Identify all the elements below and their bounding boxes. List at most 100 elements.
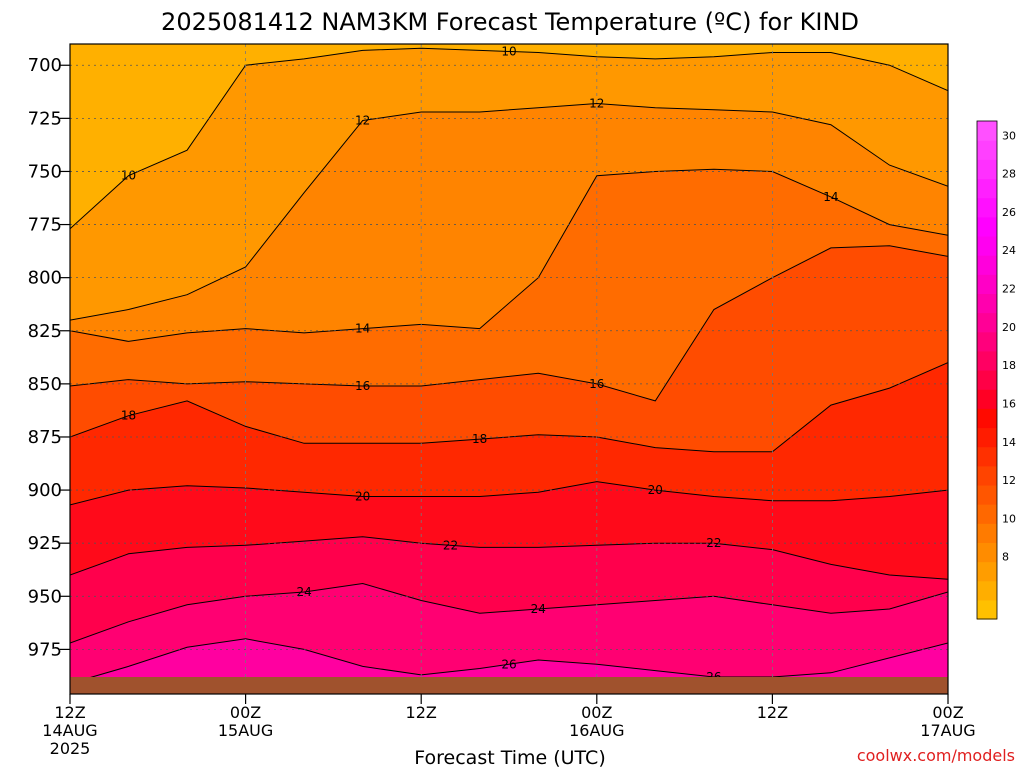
colorbar-segment (977, 561, 997, 582)
colorbar-segment (977, 274, 997, 294)
colorbar-segment (977, 523, 997, 543)
colorbar-segment (977, 331, 997, 352)
contour-label: 14 (823, 190, 838, 204)
colorbar-segment (977, 446, 997, 467)
y-tick-label: 800 (28, 268, 62, 289)
colorbar-tick-label: 26 (1002, 206, 1016, 219)
colorbar-tick-label: 16 (1002, 398, 1016, 411)
y-tick-label: 750 (28, 161, 62, 182)
colorbar-segment (977, 542, 997, 563)
colorbar-segment (977, 350, 997, 371)
y-tick-label: 825 (28, 321, 62, 342)
colorbar-segment (977, 370, 997, 390)
contour-label: 22 (443, 538, 458, 552)
contour-line-10 (70, 47, 948, 230)
y-tick-label: 850 (28, 374, 62, 395)
x-tick-label: 12Z (406, 703, 437, 722)
colorbar-segment (977, 484, 997, 505)
colorbar-tick-label: 20 (1002, 321, 1016, 334)
colorbar-tick-label: 18 (1002, 359, 1016, 372)
contour-line-24 (70, 582, 948, 644)
temperature-fill-layer (70, 44, 948, 694)
plot-frame (69, 43, 949, 695)
colorbar-frame (976, 120, 998, 620)
y-tick-label: 950 (28, 586, 62, 607)
colorbar-segment (977, 197, 997, 218)
colorbar-tick-label: 8 (1002, 551, 1009, 564)
x-tick-label: 00Z (230, 703, 261, 722)
colorbar-segment (977, 408, 997, 429)
colorbar-segment (977, 580, 997, 601)
colorbar-segment (977, 312, 997, 333)
colorbar-segment (977, 121, 997, 141)
colorbar-tick-label: 12 (1002, 474, 1016, 487)
grid-lines (70, 44, 948, 694)
contour-label: 24 (296, 585, 311, 599)
colorbar-segment (977, 216, 997, 237)
contour-line-16 (70, 245, 948, 402)
contour-label: 10 (501, 44, 516, 58)
surface-ground-band (70, 677, 948, 694)
contour-label: 26 (501, 657, 516, 671)
contour-label: 14 (355, 322, 370, 336)
colorbar-tick-label: 10 (1002, 512, 1016, 525)
x-tick-label: 2025 (50, 739, 91, 758)
temperature-band-12 (70, 44, 948, 321)
chart-title: 2025081412 NAM3KM Forecast Temperature (… (161, 8, 859, 36)
contour-label: 20 (648, 483, 663, 497)
colorbar-segment (977, 255, 997, 275)
contour-line-26 (70, 638, 948, 684)
contour-label: 16 (355, 379, 370, 393)
colorbar-tick-label: 28 (1002, 168, 1016, 181)
colorbar-segment (977, 389, 997, 409)
contour-label: 18 (121, 409, 136, 423)
contour-label: 12 (355, 114, 370, 128)
contour-label: 20 (355, 490, 370, 504)
colorbar-segment (977, 140, 997, 160)
x-tick-label: 16AUG (569, 721, 624, 740)
x-tick-label: 00Z (581, 703, 612, 722)
contour-label: 12 (589, 97, 604, 111)
colorbar-tick-label: 24 (1002, 244, 1016, 257)
y-tick-label: 900 (28, 480, 62, 501)
x-tick-label: 17AUG (920, 721, 975, 740)
y-tick-label: 975 (28, 639, 62, 660)
contour-label: 10 (121, 169, 136, 183)
credit-label: coolwx.com/models (857, 746, 1015, 765)
contour-label: 18 (472, 432, 487, 446)
x-tick-label: 15AUG (218, 721, 273, 740)
colorbar-segment (977, 599, 997, 620)
y-axis-ticks: 700 725 750 775 800 825 850 875 900 925 950 975 (28, 55, 70, 660)
colorbar-tick-label: 22 (1002, 283, 1016, 296)
x-tick-label: 12Z (757, 703, 788, 722)
contour-line-14 (70, 168, 948, 342)
colorbar-segment (977, 178, 997, 199)
colorbar: 8 10 12 14 16 18 20 22 24 26 28 30 (976, 120, 1016, 620)
y-tick-label: 775 (28, 215, 62, 236)
x-tick-label: 14AUG (42, 721, 97, 740)
colorbar-segment (977, 465, 997, 486)
temperature-band-10 (70, 44, 948, 229)
contour-label: 16 (589, 377, 604, 391)
colorbar-segment (977, 293, 997, 314)
x-tick-label: 12Z (54, 703, 85, 722)
colorbar-segment (977, 504, 997, 524)
contour-line-20 (70, 481, 948, 506)
x-tick-label: 00Z (932, 703, 963, 722)
colorbar-segment (977, 427, 997, 448)
contour-line-22 (70, 536, 948, 580)
colorbar-tick-label: 30 (1002, 129, 1016, 142)
colorbar-segment (977, 159, 997, 180)
colorbar-segment (977, 235, 997, 256)
contour-line-12 (70, 102, 948, 321)
y-tick-label: 725 (28, 108, 62, 129)
x-axis-label: Forecast Time (UTC) (414, 747, 605, 768)
y-tick-label: 925 (28, 533, 62, 554)
y-tick-label: 875 (28, 427, 62, 448)
y-tick-label: 700 (28, 55, 62, 76)
contour-label: 24 (531, 602, 546, 616)
colorbar-tick-label: 14 (1002, 436, 1016, 449)
